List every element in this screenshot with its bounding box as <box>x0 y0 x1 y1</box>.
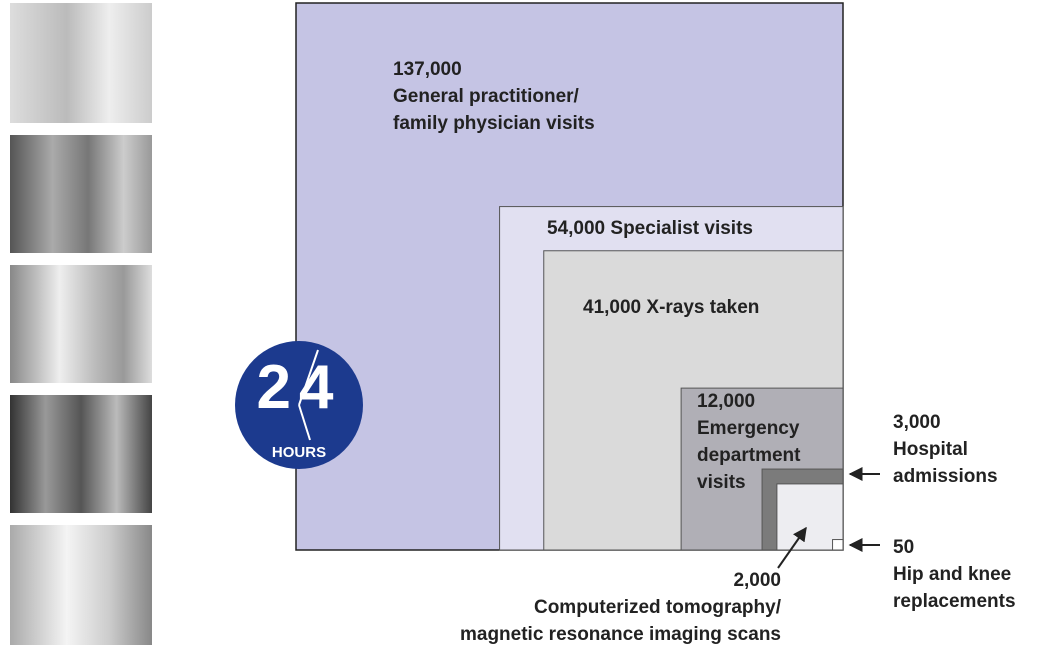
value-label: 12,000 <box>697 391 755 412</box>
value-label: 3,000 <box>893 412 941 433</box>
value-label: 2,000 <box>733 570 781 591</box>
category-label: Hospital admissions <box>893 439 998 487</box>
value-label: 137,000 <box>393 59 462 80</box>
label: 2,000 Computerized tomography/ magnetic r… <box>460 567 781 648</box>
category-label: General practitioner/ family physician v… <box>393 86 595 134</box>
value-label: 54,000 <box>547 218 610 239</box>
label: 137,000 General practitioner/ family phys… <box>393 56 595 137</box>
square <box>833 540 843 550</box>
category-label: X-rays taken <box>646 297 759 318</box>
value-label: 41,000 <box>583 297 646 318</box>
badge: 24 HOURS <box>235 341 363 469</box>
label: 12,000 Emergency department visits <box>697 388 800 496</box>
category-label: Computerized tomography/ magnetic resona… <box>460 597 781 645</box>
category-label: Specialist visits <box>610 218 753 239</box>
page: 24 HOURS (() => { const data = JSON.pars… <box>0 0 1041 651</box>
label: 50 Hip and knee replacements <box>893 534 1016 615</box>
category-label: Hip and knee replacements <box>893 564 1016 612</box>
category-label: Emergency department visits <box>697 418 800 493</box>
badge-label: HOURS <box>272 444 326 461</box>
value-label: 50 <box>893 537 914 558</box>
label: 3,000 Hospital admissions <box>893 409 998 490</box>
badge-number: 24 <box>257 353 342 422</box>
